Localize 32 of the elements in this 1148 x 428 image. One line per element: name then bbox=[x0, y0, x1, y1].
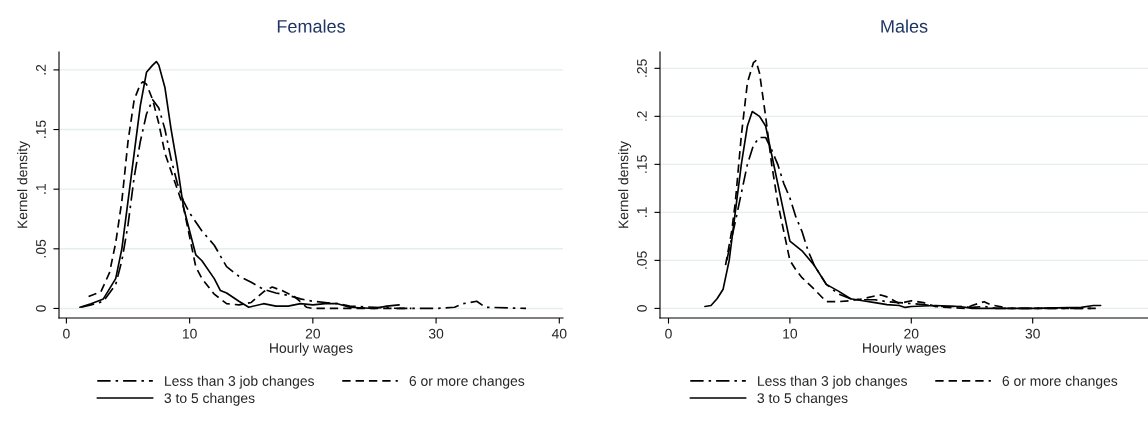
x-tick-label: 0 bbox=[665, 328, 672, 339]
y-tick-label: .1 bbox=[36, 184, 46, 194]
x-tick-label: 0 bbox=[63, 328, 70, 339]
x-tick-label: 10 bbox=[783, 328, 798, 339]
legend-label: 3 to 5 changes bbox=[757, 392, 848, 406]
legend-label: 6 or more changes bbox=[1002, 375, 1118, 389]
x-tick-label: 40 bbox=[551, 328, 567, 339]
y-tick-label: .2 bbox=[36, 64, 46, 75]
chart-title: Females bbox=[277, 19, 345, 33]
y-axis-title: Kernel density bbox=[618, 141, 632, 228]
y-tick-label: 0 bbox=[36, 305, 46, 312]
legend-label: 3 to 5 changes bbox=[164, 392, 255, 406]
legend-label: Less than 3 job changes bbox=[758, 375, 908, 389]
legend-label: Less than 3 job changes bbox=[165, 375, 315, 389]
y-tick-label: .15 bbox=[36, 120, 46, 138]
y-tick-label: .1 bbox=[637, 207, 647, 217]
x-tick-label: 20 bbox=[305, 328, 321, 339]
y-tick-label: .05 bbox=[36, 239, 46, 258]
x-tick-label: 30 bbox=[428, 328, 444, 339]
y-tick-label: 0 bbox=[637, 305, 647, 312]
legend-label: 6 or more changes bbox=[409, 375, 525, 389]
y-tick-label: .15 bbox=[637, 155, 647, 173]
x-tick-label: 10 bbox=[182, 328, 197, 339]
x-axis-title: Hourly wages bbox=[863, 342, 946, 356]
y-axis-title: Kernel density bbox=[17, 141, 31, 228]
x-tick-label: 20 bbox=[904, 328, 919, 339]
x-tick-label: 30 bbox=[1025, 328, 1040, 339]
y-tick-label: .2 bbox=[637, 111, 647, 121]
y-tick-label: .25 bbox=[637, 59, 647, 77]
y-tick-label: .05 bbox=[637, 251, 647, 269]
x-axis-title: Hourly wages bbox=[270, 342, 353, 356]
chart-title: Males bbox=[881, 19, 928, 33]
